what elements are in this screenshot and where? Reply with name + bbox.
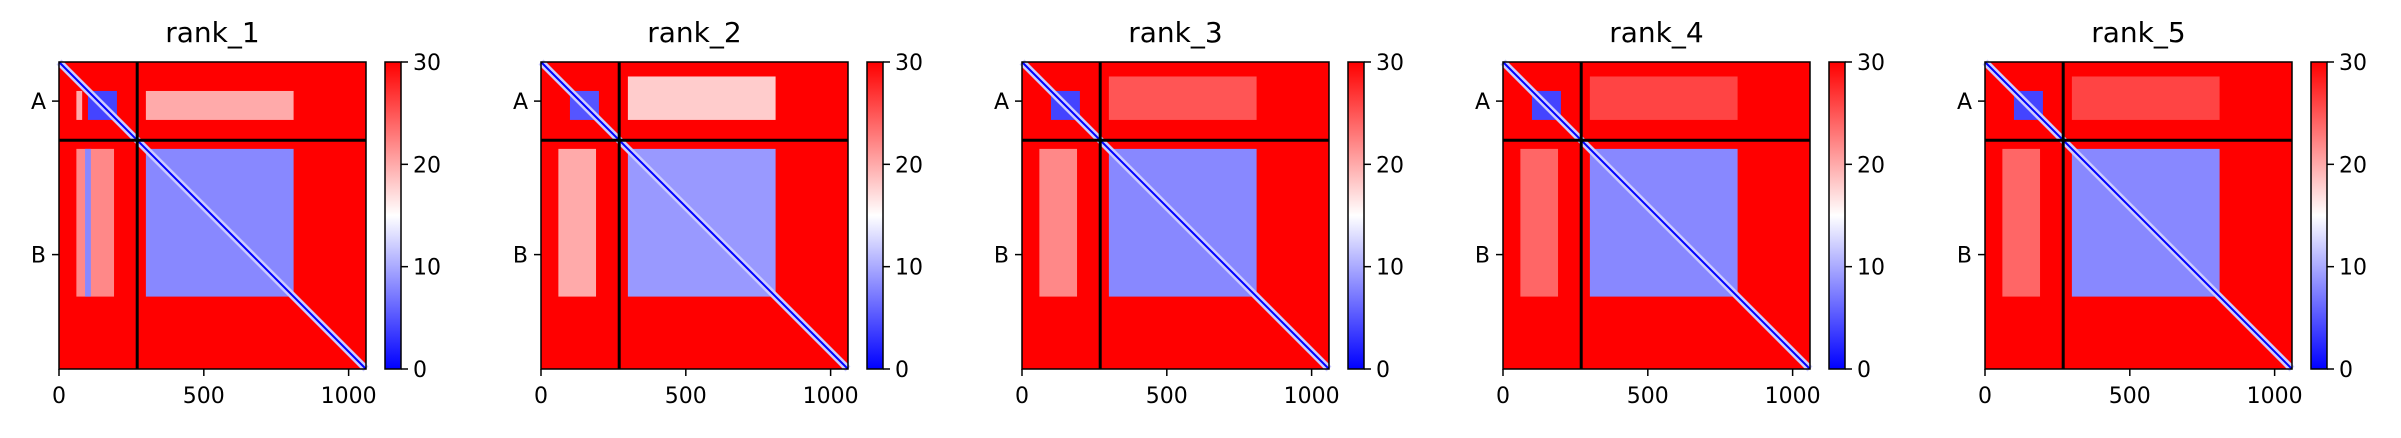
heatmap-region	[85, 148, 91, 297]
x-tick-label: 1000	[803, 384, 859, 409]
panel-rank_1: rank_1 0 500 1000 A B 0 10 20 30	[31, 16, 441, 409]
chain-label: A	[513, 90, 528, 115]
colorbar-tick-label: 30	[895, 51, 923, 76]
heatmap-region	[558, 148, 597, 297]
colorbar-tick-label: 10	[1857, 256, 1885, 281]
panel-title: rank_2	[647, 16, 741, 49]
heatmap-region	[76, 90, 83, 120]
diagonal-line	[1502, 61, 1811, 370]
panel-rank_3: rank_3 0 500 1000 A B 0 10 20 30	[994, 16, 1404, 409]
colorbar-frame	[866, 61, 884, 370]
panel-title: rank_5	[2091, 16, 2185, 49]
colorbar-tick-label: 20	[895, 153, 923, 178]
colorbar-tick-label: 0	[1376, 358, 1390, 383]
diagonal-line	[58, 61, 367, 370]
x-tick-label: 1000	[1765, 384, 1821, 409]
diagonal-line	[1984, 61, 2293, 370]
chain-label: B	[513, 244, 528, 269]
heatmap-region	[2002, 148, 2041, 297]
colorbar	[1348, 62, 1364, 369]
diagonal-line	[540, 61, 849, 370]
colorbar-tick-label: 20	[1376, 153, 1404, 178]
colorbar-tick-label: 0	[1857, 358, 1871, 383]
axes-frame	[1502, 61, 1811, 370]
axes-frame	[58, 61, 367, 370]
heatmap-region	[1520, 148, 1559, 297]
heatmap-region	[1108, 76, 1257, 120]
colorbar-tick-label: 0	[413, 358, 427, 383]
colorbar	[867, 62, 883, 369]
colorbar-tick-label: 10	[413, 256, 441, 281]
colorbar-tick-label: 30	[1376, 51, 1404, 76]
colorbar-frame	[2310, 61, 2328, 370]
x-tick-label: 0	[1496, 384, 1510, 409]
chain-label: A	[1475, 90, 1490, 115]
x-tick-label: 500	[1627, 384, 1669, 409]
axes-frame	[1021, 61, 1330, 370]
colorbar	[1829, 62, 1845, 369]
x-tick-label: 0	[534, 384, 548, 409]
panel-title: rank_1	[165, 16, 259, 49]
colorbar	[2311, 62, 2327, 369]
panel-rank_5: rank_5 0 500 1000 A B 0 10 20 30	[1957, 16, 2367, 409]
panel-title: rank_3	[1128, 16, 1222, 49]
x-tick-label: 0	[52, 384, 66, 409]
heatmap-region	[76, 148, 115, 297]
colorbar-tick-label: 30	[413, 51, 441, 76]
heatmap-region	[2071, 76, 2220, 120]
colorbar-tick-label: 10	[1376, 256, 1404, 281]
x-tick-label: 500	[1146, 384, 1188, 409]
colorbar-tick-label: 20	[2339, 153, 2367, 178]
chain-label: B	[1475, 244, 1490, 269]
chain-label: B	[1957, 244, 1972, 269]
chain-label: A	[31, 90, 46, 115]
panel-title: rank_4	[1609, 16, 1703, 49]
colorbar-tick-label: 30	[2339, 51, 2367, 76]
chain-label: B	[994, 244, 1009, 269]
colorbar-tick-label: 0	[2339, 358, 2353, 383]
colorbar-frame	[1828, 61, 1846, 370]
x-tick-label: 500	[183, 384, 225, 409]
colorbar-tick-label: 30	[1857, 51, 1885, 76]
chain-label: A	[994, 90, 1009, 115]
colorbar-tick-label: 20	[1857, 153, 1885, 178]
colorbar-tick-label: 0	[895, 358, 909, 383]
x-tick-label: 1000	[2247, 384, 2303, 409]
heatmap-region	[145, 90, 294, 120]
axes-frame	[540, 61, 849, 370]
colorbar-frame	[1347, 61, 1365, 370]
panel-rank_4: rank_4 0 500 1000 A B 0 10 20 30	[1475, 16, 1885, 409]
colorbar-tick-label: 20	[413, 153, 441, 178]
chain-label: B	[31, 244, 46, 269]
heatmap-region	[1589, 76, 1738, 120]
x-tick-label: 1000	[1284, 384, 1340, 409]
colorbar-tick-label: 10	[2339, 256, 2367, 281]
panel-rank_2: rank_2 0 500 1000 A B 0 10 20 30	[513, 16, 923, 409]
heatmap-region	[627, 76, 776, 120]
colorbar-tick-label: 10	[895, 256, 923, 281]
axes-frame	[1984, 61, 2293, 370]
heatmap-region	[1039, 148, 1078, 297]
x-tick-label: 1000	[321, 384, 377, 409]
colorbar-frame	[384, 61, 402, 370]
x-tick-label: 500	[665, 384, 707, 409]
x-tick-label: 0	[1978, 384, 1992, 409]
x-tick-label: 0	[1015, 384, 1029, 409]
chain-label: A	[1957, 90, 1972, 115]
diagonal-line	[1021, 61, 1330, 370]
x-tick-label: 500	[2109, 384, 2151, 409]
colorbar	[385, 62, 401, 369]
